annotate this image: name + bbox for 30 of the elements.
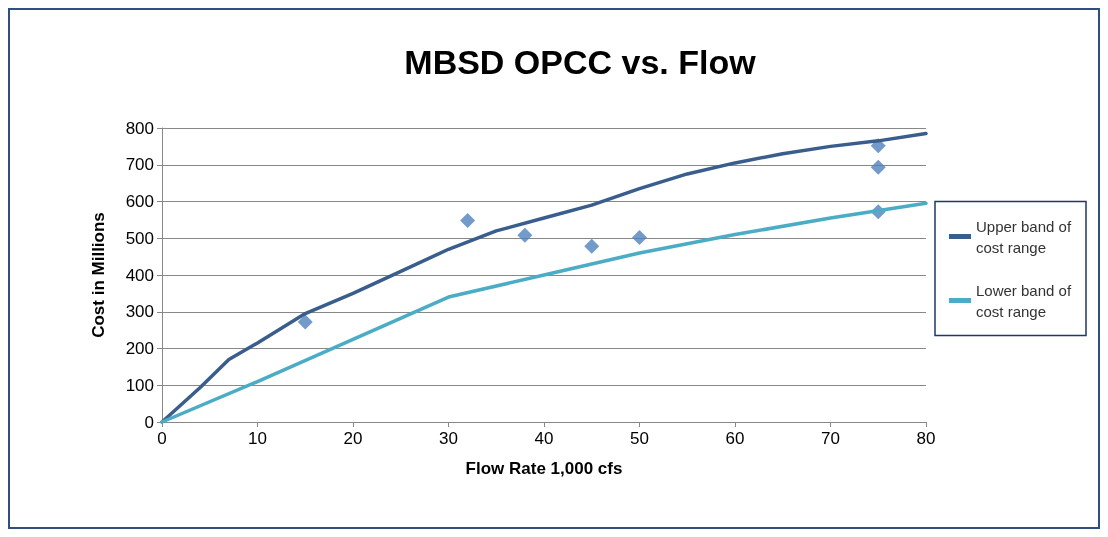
- x-tick-label: 10: [248, 429, 267, 448]
- legend-label: Lower band of cost range: [976, 281, 1076, 320]
- y-tick-label: 0: [144, 412, 154, 432]
- y-tick-label: 200: [125, 339, 154, 358]
- x-tick-label: 0: [157, 429, 167, 448]
- line-series: [160, 201, 928, 424]
- y-tick-label: 500: [125, 228, 154, 248]
- point: [870, 159, 886, 175]
- chart-title: MBSD OPCC vs. Flow: [404, 43, 757, 81]
- y-tick-label: 300: [125, 302, 154, 322]
- point: [632, 230, 647, 246]
- x-tick-label: 80: [916, 429, 936, 448]
- y-tick-label: 400: [125, 265, 154, 285]
- x-tick-label: 20: [343, 429, 363, 448]
- x-axis-title: Flow Rate 1,000 cfs: [465, 459, 623, 478]
- y-tick-label: 800: [125, 118, 154, 138]
- x-tick-label: 60: [725, 429, 745, 448]
- legend-label: Upper band of cost range: [976, 217, 1076, 256]
- x-tick-label: 30: [439, 429, 458, 448]
- y-axis-title: Cost in Millions: [89, 212, 108, 338]
- x-tick-label: 50: [630, 429, 649, 448]
- point: [517, 227, 533, 243]
- point: [297, 314, 313, 330]
- y-tick-label: 600: [125, 192, 154, 211]
- y-tick-label: 100: [125, 375, 154, 395]
- y-tick-label: 700: [125, 155, 154, 175]
- point: [584, 238, 600, 254]
- point: [460, 213, 476, 229]
- x-tick-label: 40: [534, 429, 554, 448]
- x-tick-label: 70: [821, 429, 840, 448]
